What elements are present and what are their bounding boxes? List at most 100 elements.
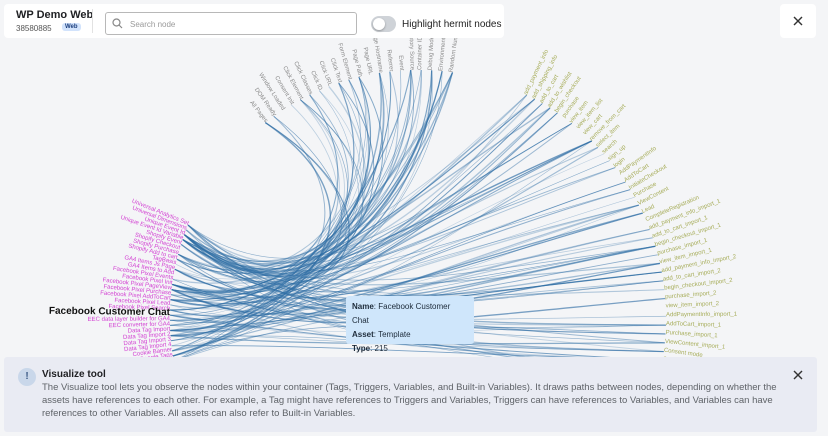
node-label[interactable]: Referrer bbox=[385, 49, 393, 72]
edge-path bbox=[187, 72, 384, 272]
edge-path bbox=[178, 79, 361, 271]
edge-path bbox=[170, 94, 528, 337]
tooltip-asset-label: Asset bbox=[352, 330, 374, 339]
edge-path bbox=[174, 90, 362, 280]
edge-path bbox=[169, 82, 375, 321]
edge-path bbox=[170, 70, 422, 337]
tooltip-name-value: Facebook Customer Chat bbox=[352, 302, 451, 325]
edge-path bbox=[170, 76, 384, 302]
node-label[interactable]: Consent mode bbox=[663, 348, 703, 359]
edge-path bbox=[170, 204, 639, 327]
divider bbox=[92, 9, 93, 33]
edge-path bbox=[172, 146, 599, 299]
node-label[interactable]: History Source bbox=[408, 31, 415, 71]
tooltip-type-value: 215 bbox=[374, 344, 388, 353]
edge-path bbox=[184, 204, 639, 293]
edge-path bbox=[185, 103, 543, 277]
search-input[interactable] bbox=[128, 16, 352, 33]
info-icon: ! bbox=[18, 368, 36, 386]
edge-path bbox=[182, 239, 656, 281]
edge-path bbox=[170, 98, 535, 331]
edge-path bbox=[170, 140, 592, 331]
edge-path bbox=[184, 140, 592, 275]
container-id: 38580885 bbox=[16, 24, 52, 33]
edge-path bbox=[172, 70, 422, 284]
node-label[interactable]: purchase_import_2 bbox=[665, 290, 717, 300]
edge-path bbox=[178, 82, 364, 279]
node-label[interactable]: Event bbox=[397, 55, 404, 71]
edge-path bbox=[172, 86, 366, 352]
edge-path bbox=[184, 181, 626, 279]
edge-path bbox=[172, 79, 369, 291]
edge-path bbox=[170, 76, 371, 342]
highlight-hermit-toggle[interactable] bbox=[371, 16, 396, 32]
edge-path bbox=[170, 103, 543, 316]
node-label[interactable]: Data Tag Import 4 bbox=[124, 342, 173, 353]
container-header: WP Demo Web 38580885 Web Highlight hermi… bbox=[4, 4, 504, 38]
node-label[interactable]: AddToCart_import_1 bbox=[666, 321, 722, 329]
node-label[interactable]: Page Path bbox=[350, 49, 363, 78]
edge-path bbox=[170, 72, 389, 306]
node-label[interactable]: Purchase_import_1 bbox=[665, 330, 718, 339]
node-label[interactable]: Container ID bbox=[417, 36, 423, 70]
edge-path bbox=[172, 189, 631, 357]
close-button[interactable] bbox=[780, 4, 816, 38]
edge-path bbox=[170, 94, 527, 309]
tooltip-asset-value: Template bbox=[378, 330, 411, 339]
highlighted-node-label[interactable]: Facebook Customer Chat bbox=[49, 306, 171, 318]
node-label[interactable]: Data Tag Import 2 bbox=[123, 332, 172, 341]
info-close-icon[interactable] bbox=[792, 369, 804, 381]
edge-path bbox=[171, 70, 433, 300]
edge-path bbox=[172, 123, 572, 291]
node-label[interactable]: Debug Mode bbox=[428, 35, 436, 70]
edge-path bbox=[169, 212, 643, 318]
edge-path bbox=[170, 72, 453, 326]
info-title: Visualize tool bbox=[42, 369, 106, 380]
node-label[interactable]: Data Tag Import 3 bbox=[123, 337, 172, 347]
edge-path bbox=[182, 122, 573, 267]
node-label[interactable]: Facebook Pixel Search bbox=[108, 304, 170, 312]
edge-path bbox=[172, 71, 392, 292]
edge-path bbox=[172, 153, 605, 352]
tooltip-type-row: Type: 215 bbox=[352, 344, 388, 353]
node-label[interactable]: Page URL bbox=[362, 47, 373, 76]
info-banner: ! Visualize tool The Visualize tool lets… bbox=[4, 357, 817, 432]
edge-path bbox=[170, 140, 592, 301]
edge-path bbox=[170, 140, 592, 328]
toggle-knob bbox=[373, 18, 385, 30]
node-label[interactable]: AddPaymentInfo_import_1 bbox=[666, 312, 738, 319]
edge-path bbox=[184, 99, 340, 265]
edge-path bbox=[184, 234, 662, 297]
close-icon bbox=[793, 16, 803, 26]
node-label[interactable]: view_item_import_2 bbox=[666, 301, 720, 309]
edge-path bbox=[170, 82, 355, 337]
node-label[interactable]: EEC data layer builder for GA4 bbox=[88, 316, 171, 323]
edge-path bbox=[170, 72, 385, 332]
edge-path bbox=[170, 112, 558, 310]
tooltip-name-row: Name: Facebook Customer Chat bbox=[352, 302, 451, 325]
edge-path bbox=[182, 238, 660, 286]
edge-path bbox=[174, 112, 558, 292]
edge-path bbox=[175, 197, 635, 290]
tooltip-name-label: Name bbox=[352, 302, 374, 311]
edge-path bbox=[187, 98, 536, 264]
edge-path bbox=[172, 103, 543, 300]
node-label[interactable]: Environment bbox=[438, 37, 447, 71]
node-label[interactable]: Lead bbox=[641, 204, 656, 215]
edge-path bbox=[182, 70, 433, 273]
node-label[interactable]: Data Tag Import bbox=[128, 326, 171, 334]
node-label[interactable]: Facebook Pixel AddToCart bbox=[100, 291, 171, 302]
node-label[interactable]: Cookie Banner bbox=[132, 347, 172, 358]
tooltip-asset-row: Asset: Template bbox=[352, 330, 411, 339]
tooltip-type-label: Type bbox=[352, 344, 371, 353]
node-label[interactable]: Facebook Pixel Lead bbox=[114, 298, 170, 307]
edge-path bbox=[169, 181, 626, 323]
edge-path bbox=[171, 167, 616, 296]
node-label[interactable]: EEC converter for GA4 bbox=[109, 321, 171, 329]
node-tooltip: Name: Facebook Customer Chat Asset: Temp… bbox=[346, 296, 474, 353]
node-label[interactable]: TagBasis bbox=[152, 255, 177, 266]
edge-path bbox=[187, 77, 371, 273]
edge-path bbox=[182, 72, 454, 274]
search-field[interactable] bbox=[105, 12, 357, 35]
edge-path bbox=[174, 212, 643, 299]
